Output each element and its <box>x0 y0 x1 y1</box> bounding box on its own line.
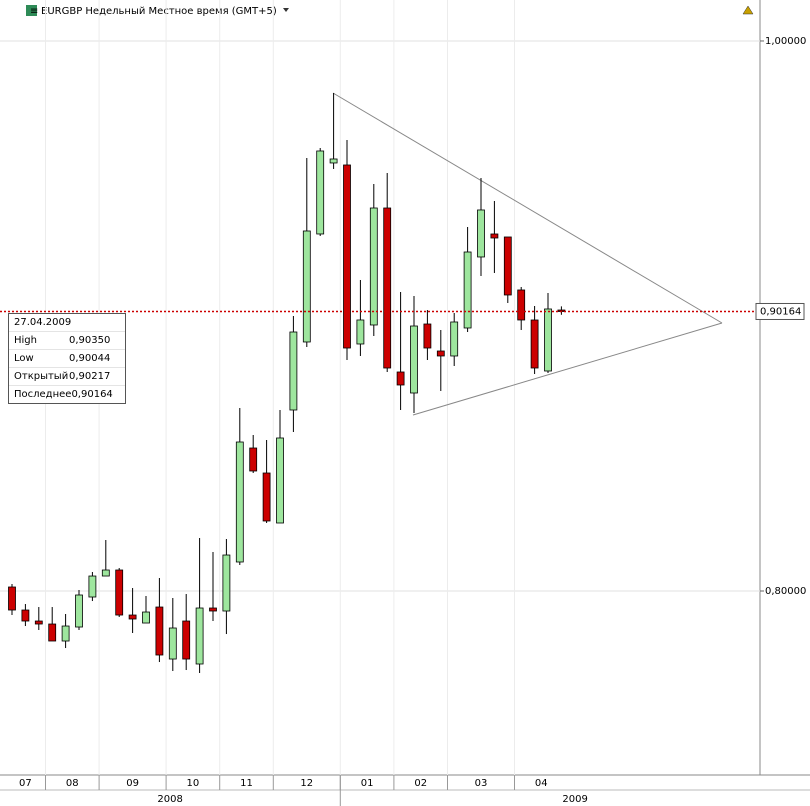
dropdown-arrow[interactable] <box>283 8 289 12</box>
candle-body <box>276 437 284 524</box>
info-value: 0,90350 <box>69 335 111 346</box>
info-value: 0,90044 <box>69 353 111 364</box>
symbol-icon <box>26 5 37 16</box>
scale-button[interactable] <box>742 5 754 15</box>
candle-body <box>503 236 512 296</box>
x-tick-label: 12 <box>300 778 313 789</box>
candle-body <box>21 609 30 622</box>
info-row: Последнее 0,90164 <box>9 385 125 403</box>
candle-body <box>168 627 177 660</box>
candle-body <box>423 323 432 349</box>
candle-body <box>490 233 499 239</box>
candle-body <box>356 319 365 345</box>
candle-body <box>115 569 124 616</box>
candle-body <box>436 350 445 357</box>
candle-body <box>369 207 378 326</box>
candle-body <box>410 325 418 394</box>
candle-body <box>61 625 70 642</box>
candle-body <box>329 158 338 164</box>
candle-body <box>383 207 392 369</box>
info-key: Low <box>14 353 34 364</box>
trend-line-upper <box>332 92 723 324</box>
x-tick-label: 11 <box>240 778 253 789</box>
candle-body <box>530 319 539 369</box>
info-value: 0,90164 <box>71 389 113 400</box>
candle-body <box>463 251 472 329</box>
candle-body <box>88 575 97 598</box>
candle-body <box>142 611 150 624</box>
x-tick-label: 07 <box>19 778 32 789</box>
candle-body <box>195 607 204 665</box>
x-tick-label: 03 <box>475 778 488 789</box>
chart-title[interactable]: EURGBP Недельный Местное время (GMT+5) <box>41 6 277 17</box>
candle-body <box>209 607 217 612</box>
candle-body <box>235 441 244 563</box>
last-price-label: 0,90164 <box>760 306 801 317</box>
candle-body <box>396 371 405 386</box>
info-row: Открытый 0,90217 <box>9 367 125 385</box>
info-key: Последнее <box>14 389 72 400</box>
info-row: 27.04.2009 <box>9 314 125 331</box>
info-row: Low 0,90044 <box>9 349 125 367</box>
info-key: Открытый <box>14 371 69 382</box>
candle-body <box>249 447 258 472</box>
x-tick-label: 01 <box>361 778 374 789</box>
last-price-box <box>755 302 805 320</box>
symbol-icon-glyph: ≡ <box>30 6 38 17</box>
candle-body <box>544 308 552 372</box>
x-tick-label: 02 <box>414 778 427 789</box>
candle-body <box>8 586 16 611</box>
candle-body <box>34 620 43 625</box>
candle-body <box>262 472 271 522</box>
info-row: High 0,90350 <box>9 331 125 349</box>
x-tick-label: 04 <box>535 778 548 789</box>
info-value: 0,90217 <box>69 371 111 382</box>
candle-body <box>289 331 298 411</box>
candle-body <box>128 614 137 620</box>
x-tick-label: 08 <box>66 778 79 789</box>
candle-body <box>155 606 164 656</box>
candle-body <box>48 623 57 642</box>
candle-body <box>517 289 526 321</box>
year-label: 2008 <box>157 794 182 805</box>
year-label: 2009 <box>562 794 587 805</box>
candle-body <box>302 230 311 343</box>
candle-body <box>477 209 485 258</box>
candle-body <box>343 164 351 349</box>
info-key: High <box>14 335 37 346</box>
candle-body <box>222 554 231 612</box>
info-box: 27.04.2009 High 0,90350 Low 0,90044 Открытый… <box>8 313 126 404</box>
info-date: 27.04.2009 <box>14 317 72 328</box>
candle-body <box>450 321 459 357</box>
candle-body <box>316 150 325 235</box>
y-tick-label: 1,00000 <box>765 36 806 47</box>
candle-body <box>101 569 110 577</box>
x-tick-label: 09 <box>126 778 139 789</box>
y-tick-label: 0,80000 <box>765 586 806 597</box>
candle-body <box>182 620 191 660</box>
candle-body <box>75 594 83 628</box>
trend-line-lower <box>412 322 723 416</box>
x-tick-label: 10 <box>187 778 200 789</box>
